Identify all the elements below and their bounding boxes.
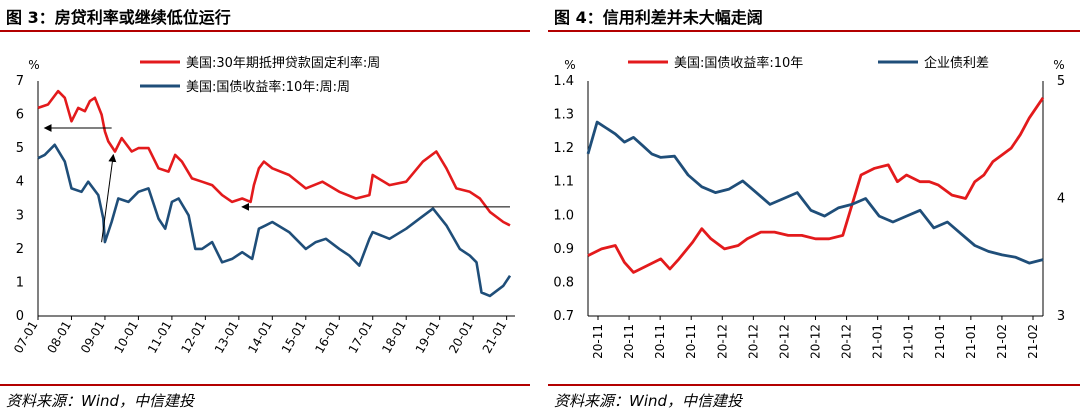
credit-spread-chart: % % 0.7 0.8 0.9 1.0 1.1 1.2 1.3 1.4 3 4 5 20-11 20-11 2… [553, 55, 1065, 359]
x-tick-label: 11-01 [145, 319, 175, 356]
y-tick-label: 5 [16, 141, 24, 156]
x-tick-label: 20-11 [684, 324, 698, 359]
x-tick-label: 20-01 [446, 319, 476, 356]
series-line-treasury-10y [37, 143, 512, 298]
x-tick-label: 20-12 [777, 324, 791, 359]
legend-label: 美国:国债收益率:10年 [674, 55, 803, 71]
y-tick-label: 0 [16, 309, 24, 324]
x-tick-label: 21-01 [480, 319, 510, 356]
x-tick-label: 14-01 [245, 319, 275, 356]
y-axis-unit-left: % [564, 58, 575, 72]
x-tick-label: 21-01 [964, 324, 978, 359]
x-tick-label: 18-01 [379, 319, 409, 356]
x-tick-label: 21-01 [902, 324, 916, 359]
y-tick-label: 3 [16, 208, 24, 223]
y-tick-label-left: 0.9 [553, 242, 574, 257]
chart-panel-credit-spread: 图 4：信用利差并未大幅走阔 %% 0.7 0.8 0.9 1.0 1.1 1.2 1.3 1.… [548, 0, 1080, 412]
y-tick-label: 7 [16, 74, 24, 89]
legend-label: 企业债利差 [924, 55, 989, 71]
x-tick-label: 10-01 [111, 319, 141, 356]
y-tick-label: 4 [16, 175, 24, 190]
series-line-mortgage-rate [37, 89, 511, 227]
legend-label: 美国:国债收益率:10年:周:周 [186, 79, 350, 95]
x-tick-label: 16-01 [312, 319, 342, 356]
x-tick-label: 20-12 [746, 324, 760, 359]
y-tick-label-right: 3 [1057, 309, 1065, 324]
x-tick-label: 17-01 [346, 319, 376, 356]
y-tick-label-left: 1.3 [553, 108, 574, 123]
x-tick-label: 12-01 [178, 319, 208, 356]
legend-label: 美国:30年期抵押贷款固定利率:周 [186, 55, 380, 71]
x-tick-label: 20-11 [622, 324, 636, 359]
y-tick-label-right: 4 [1057, 192, 1065, 207]
x-tick-label: 07-01 [11, 319, 41, 356]
y-tick-label: 6 [16, 108, 24, 123]
x-tick-label: 08-01 [45, 319, 75, 356]
x-tick-label: 15-01 [279, 319, 309, 356]
y-tick-label: 2 [16, 242, 24, 257]
x-tick-label: 19-01 [413, 319, 443, 356]
x-tick-label: 20-11 [591, 324, 605, 359]
y-tick-label-left: 1.0 [553, 208, 574, 223]
x-tick-label: 21-02 [1026, 324, 1040, 359]
x-tick-label: 13-01 [212, 319, 242, 356]
chart-title: 图 3：房贷利率或继续低位运行 [6, 8, 231, 27]
y-tick-label-left: 1.2 [553, 141, 574, 156]
x-tick-label: 21-01 [933, 324, 947, 359]
x-tick-label: 20-12 [809, 324, 823, 359]
chart-panel-mortgage: 图 3：房贷利率或继续低位运行 % 0 1 2 3 4 5 6 7 07-01 08-01 09-01… [0, 0, 530, 412]
y-tick-label-left: 1.1 [553, 175, 574, 190]
series-line-treasury-10y [587, 97, 1045, 274]
y-tick-label-right: 5 [1057, 74, 1065, 89]
source-rule [548, 384, 1080, 386]
title-rule [548, 30, 1080, 32]
y-tick-label: 1 [16, 275, 24, 290]
source-note: 资料来源：Wind，中信建投 [554, 392, 743, 410]
y-axis-unit: % [28, 58, 39, 72]
x-tick-label: 20-11 [653, 324, 667, 359]
x-tick-label: 09-01 [78, 319, 108, 356]
title-rule [0, 30, 530, 32]
series-line-corporate-spread [586, 120, 1044, 265]
chart-title: 图 4：信用利差并未大幅走阔 [554, 8, 763, 27]
x-tick-label: 21-02 [995, 324, 1009, 359]
x-tick-label: 20-12 [715, 324, 729, 359]
y-axis-unit-right: % [1053, 58, 1064, 72]
x-tick-label: 21-01 [871, 324, 885, 359]
y-tick-label-left: 1.4 [553, 74, 574, 89]
annotation-arrow [101, 153, 117, 243]
source-note: 资料来源：Wind，中信建投 [6, 392, 195, 410]
y-tick-label-left: 0.7 [553, 309, 574, 324]
source-rule [0, 384, 530, 386]
x-tick-label: 20-12 [840, 324, 854, 359]
y-tick-label-left: 0.8 [553, 275, 574, 290]
